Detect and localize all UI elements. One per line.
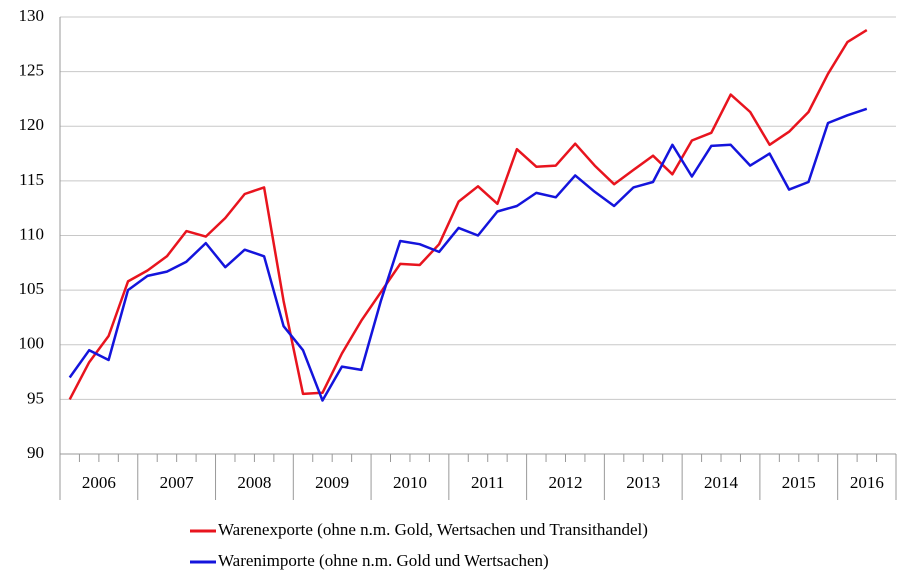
legend-label: Warenexporte (ohne n.m. Gold, Wertsachen…: [218, 520, 648, 539]
y-tick-label: 90: [27, 443, 44, 462]
y-tick-label: 105: [19, 279, 45, 298]
x-group-label: 2011: [471, 473, 504, 492]
x-group-label: 2013: [626, 473, 660, 492]
x-group-label: 2006: [82, 473, 116, 492]
series-line: [68, 107, 868, 402]
x-group-label: 2007: [160, 473, 195, 492]
x-group-label: 2009: [315, 473, 349, 492]
x-group-label: 2008: [237, 473, 271, 492]
y-tick-label: 110: [19, 224, 44, 243]
y-tick-label: 130: [19, 6, 45, 25]
y-tick-label: 125: [19, 61, 45, 80]
y-tick-label: 100: [19, 334, 45, 353]
x-group-label: 2012: [548, 473, 582, 492]
y-tick-label: 120: [19, 115, 45, 134]
y-tick-label: 115: [19, 170, 44, 189]
x-group-label: 2014: [704, 473, 739, 492]
x-group-label: 2015: [782, 473, 816, 492]
series-line: [68, 29, 868, 400]
y-tick-label: 95: [27, 388, 44, 407]
legend-label: Warenimporte (ohne n.m. Gold und Wertsac…: [218, 551, 549, 570]
x-group-label: 2016: [850, 473, 884, 492]
x-group-label: 2010: [393, 473, 427, 492]
